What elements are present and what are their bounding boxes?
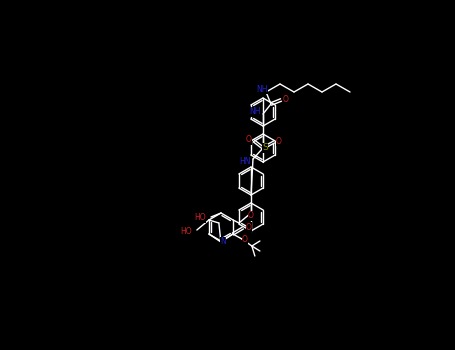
Text: NH: NH [249, 107, 261, 117]
Text: O: O [246, 223, 252, 231]
Text: NH: NH [257, 84, 268, 93]
Text: O: O [248, 211, 254, 220]
Text: N: N [220, 238, 226, 246]
Text: O: O [276, 136, 282, 146]
Text: HO: HO [194, 214, 206, 223]
Text: O: O [242, 236, 248, 245]
Text: HO: HO [180, 228, 192, 237]
Text: S: S [262, 144, 268, 153]
Text: O: O [283, 96, 289, 105]
Text: O: O [246, 135, 252, 145]
Text: HN: HN [239, 156, 251, 166]
